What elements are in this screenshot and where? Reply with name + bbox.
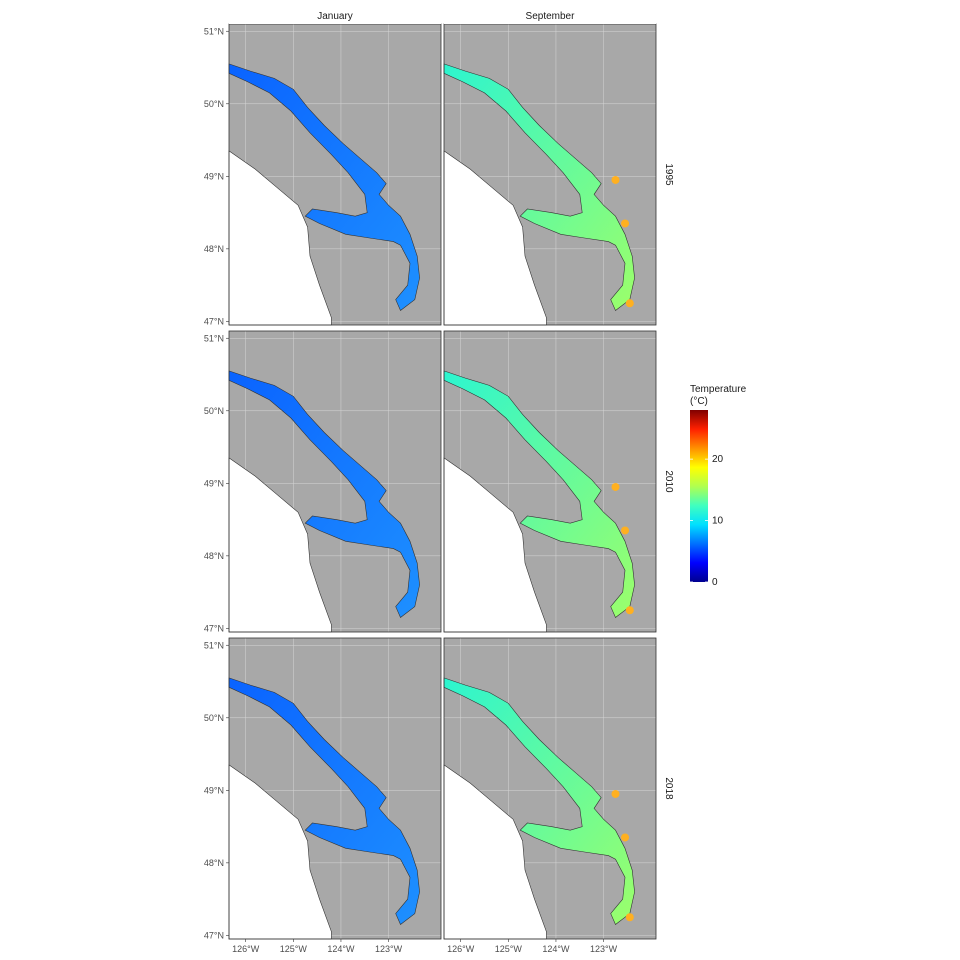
x-tick-label: 125°W bbox=[280, 944, 308, 954]
legend-title-line1: Temperature bbox=[690, 384, 747, 395]
sea-surface-temperature bbox=[228, 677, 420, 925]
column-label: January bbox=[317, 11, 353, 22]
warm-spot bbox=[611, 175, 620, 184]
facet-strips: January September 1995 2010 2018 bbox=[229, 6, 674, 800]
y-tick-label: 50°N bbox=[204, 713, 224, 723]
row-label: 1995 bbox=[663, 163, 674, 186]
y-tick-label: 49°N bbox=[204, 785, 224, 795]
y-tick-label: 47°N bbox=[204, 316, 224, 326]
map-panel-january-2010 bbox=[228, 330, 442, 633]
sea-surface-temperature bbox=[228, 370, 420, 618]
sea-surface-temperature bbox=[228, 63, 420, 311]
x-tick-label: 123°W bbox=[375, 944, 403, 954]
warm-spot bbox=[625, 299, 634, 308]
y-tick-label: 50°N bbox=[204, 406, 224, 416]
map-panels bbox=[228, 23, 657, 940]
x-tick-label: 124°W bbox=[327, 944, 355, 954]
y-tick-label: 51°N bbox=[204, 333, 224, 343]
y-tick-label: 51°N bbox=[204, 26, 224, 36]
y-tick-label: 48°N bbox=[204, 244, 224, 254]
legend-colorbar bbox=[690, 410, 708, 582]
x-tick-label: 123°W bbox=[590, 944, 618, 954]
sea-surface-temperature bbox=[443, 63, 635, 311]
warm-spot bbox=[621, 833, 630, 842]
y-tick-label: 48°N bbox=[204, 858, 224, 868]
x-tick-label: 124°W bbox=[542, 944, 570, 954]
warm-spot bbox=[621, 219, 630, 228]
column-strip bbox=[444, 6, 656, 24]
panel-border bbox=[443, 330, 657, 633]
y-tick-label: 48°N bbox=[204, 551, 224, 561]
row-label: 2018 bbox=[663, 777, 674, 800]
y-tick-label: 49°N bbox=[204, 478, 224, 488]
map-panel-september-2010 bbox=[443, 330, 657, 633]
panel-border bbox=[443, 637, 657, 940]
sea-surface-temperature bbox=[443, 677, 635, 925]
temperature-legend: Temperature (°C) 0 10 20 bbox=[690, 384, 747, 588]
y-tick-label: 49°N bbox=[204, 171, 224, 181]
warm-spot bbox=[611, 789, 620, 798]
map-panel-january-1995 bbox=[228, 23, 442, 326]
y-tick-label: 50°N bbox=[204, 99, 224, 109]
legend-tick-label: 20 bbox=[712, 454, 724, 465]
column-label: September bbox=[526, 11, 576, 22]
legend-tick-label: 0 bbox=[712, 577, 718, 588]
warm-spot bbox=[611, 482, 620, 491]
legend-tick-label: 10 bbox=[712, 516, 724, 527]
y-tick-label: 47°N bbox=[204, 930, 224, 940]
column-strip bbox=[229, 6, 441, 24]
x-tick-label: 125°W bbox=[495, 944, 523, 954]
panel-border bbox=[228, 637, 442, 940]
row-label: 2010 bbox=[663, 470, 674, 493]
sea-surface-temperature bbox=[443, 370, 635, 618]
map-panel-september-2018 bbox=[443, 637, 657, 940]
warm-spot bbox=[625, 606, 634, 615]
panel-border bbox=[228, 330, 442, 633]
x-tick-label: 126°W bbox=[447, 944, 475, 954]
warm-spot bbox=[621, 526, 630, 535]
legend-title-line2: (°C) bbox=[690, 396, 708, 407]
axes: 47°N 48°N 49°N 50°N 51°N 47°N 48°N 49°N 50°N 51°N… bbox=[204, 26, 618, 954]
map-panel-january-2018 bbox=[228, 637, 442, 940]
y-tick-label: 47°N bbox=[204, 623, 224, 633]
x-tick-label: 126°W bbox=[232, 944, 260, 954]
y-tick-label: 51°N bbox=[204, 640, 224, 650]
map-panel-september-1995 bbox=[443, 23, 657, 326]
warm-spot bbox=[625, 913, 634, 922]
